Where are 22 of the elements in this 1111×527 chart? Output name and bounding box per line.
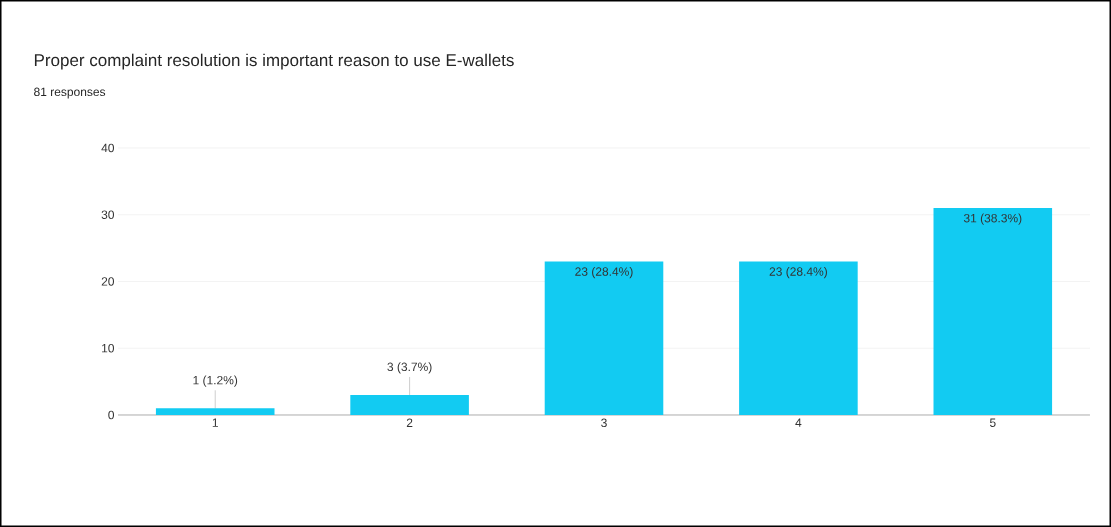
y-tick-label: 0	[108, 410, 115, 420]
data-label: 31 (38.3%)	[963, 213, 1022, 225]
bar	[350, 394, 469, 415]
x-tick-label: 1	[212, 418, 218, 427]
data-label: 23 (28.4%)	[769, 267, 827, 279]
x-tick-label: 3	[601, 418, 607, 428]
x-tick-label: 5	[989, 418, 996, 427]
x-tick-label: 4	[795, 418, 802, 427]
chart-subtitle: 81 responses	[34, 87, 106, 99]
bar	[739, 261, 858, 415]
bar	[544, 261, 664, 415]
bar	[155, 408, 275, 415]
y-tick-label: 30	[101, 210, 115, 219]
y-tick-label: 20	[101, 277, 115, 286]
data-label: 3 (3.7%)	[387, 362, 432, 374]
bar	[933, 208, 1053, 415]
y-tick-label: 40	[101, 143, 115, 153]
chart-title: Proper complaint resolution is important reason to use E-wallets	[34, 53, 514, 70]
y-tick-label: 10	[102, 343, 115, 353]
data-label: 1 (1.2%)	[193, 375, 238, 387]
data-label: 23 (28.4%)	[575, 267, 633, 279]
x-tick-label: 2	[406, 418, 413, 427]
